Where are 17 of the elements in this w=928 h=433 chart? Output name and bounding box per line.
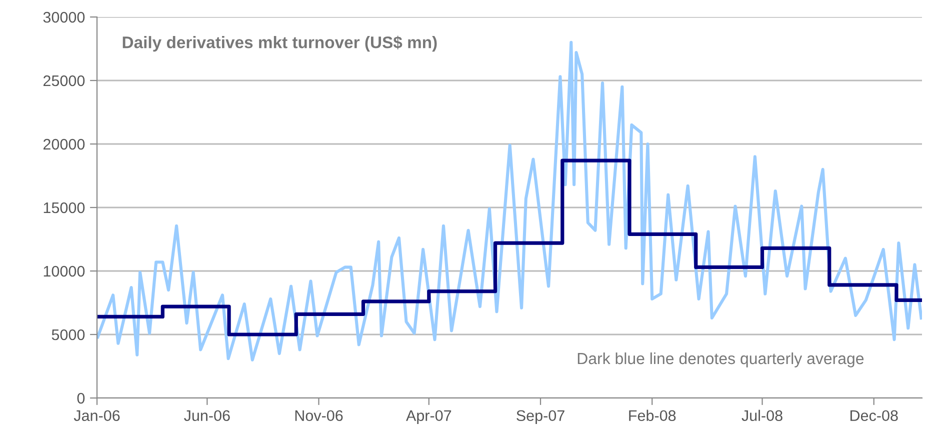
y-tick-label: 30000 (43, 12, 85, 23)
x-tick-label: Nov-06 (295, 410, 343, 422)
x-tick-label: Feb-08 (629, 410, 676, 422)
x-tick-label: Apr-07 (406, 410, 452, 424)
x-tick-label: Dec-08 (850, 410, 898, 422)
annotation: Dark blue line denotes quarterly average (578, 352, 864, 368)
x-tick-label: Jul-08 (742, 410, 782, 422)
text: Daily derivatives mkt turnover (US$ mn) (122, 36, 437, 52)
y-tick-label: 25000 (43, 75, 85, 86)
x-tick-label: Jun-06 (184, 410, 230, 422)
y-tick-label: 0 (77, 392, 85, 404)
x-tick-label: Jan-06 (74, 410, 120, 422)
x-tick-label: Sep-07 (516, 410, 564, 424)
y-tick-label: 10000 (44, 266, 85, 277)
y-tick-label: 20000 (43, 138, 85, 150)
y-tick-label: 15000 (44, 202, 85, 214)
y-tick-label: 5000 (52, 329, 85, 340)
